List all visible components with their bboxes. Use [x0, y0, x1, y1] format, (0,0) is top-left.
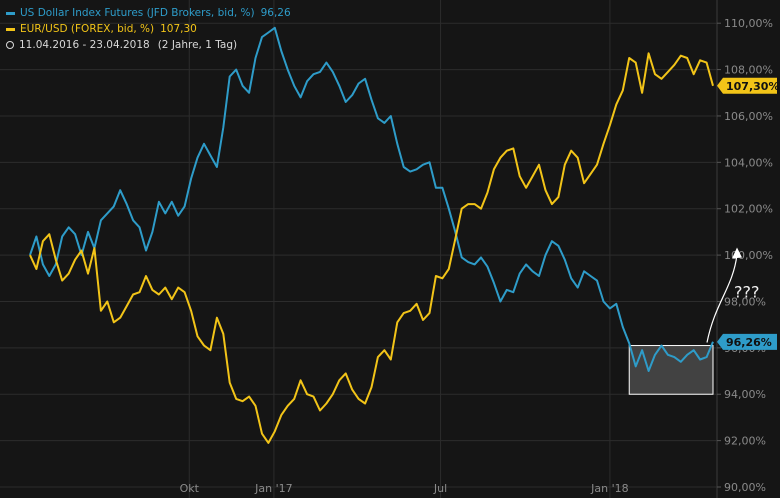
badge-usd: [717, 333, 777, 350]
legend: US Dollar Index Futures (JFD Brokers, bi…: [6, 5, 291, 53]
legend-item-eur[interactable]: EUR/USD (FOREX, bid, %) 107,30: [6, 21, 291, 37]
legend-eur-label: EUR/USD (FOREX, bid, %): [20, 23, 155, 35]
x-axis-ticks: Okt Jan '17 Jul Jan '18: [180, 482, 629, 495]
annotation-arrow-line: [706, 254, 738, 343]
grid-lines: [0, 0, 717, 498]
legend-usd-value: 96,26: [260, 7, 291, 19]
x-tick-label: Jul: [433, 482, 447, 495]
legend-item-usd[interactable]: US Dollar Index Futures (JFD Brokers, bi…: [6, 5, 291, 21]
y-tick-label: 94,00%: [724, 388, 766, 401]
y-axis-ticks: 90,00%92,00%94,00%96,00%98,00%100,00%102…: [717, 17, 773, 494]
x-tick-label: Jan '17: [254, 482, 292, 495]
eur-swatch-icon: [6, 27, 15, 31]
y-tick-label: 108,00%: [724, 64, 773, 77]
last-value-badges: 96,26% 107,30%: [717, 77, 779, 350]
y-tick-label: 106,00%: [724, 110, 773, 123]
y-tick-label: 102,00%: [724, 203, 773, 216]
y-tick-label: 92,00%: [724, 435, 766, 448]
badge-eur-text: 107,30%: [726, 80, 779, 93]
y-tick-label: 100,00%: [724, 249, 773, 262]
legend-usd-label: US Dollar Index Futures (JFD Brokers, bi…: [20, 7, 255, 19]
y-tick-label: 110,00%: [724, 17, 773, 30]
clock-icon: [6, 41, 14, 49]
period-duration: (2 Jahre, 1 Tag): [157, 39, 238, 51]
annotation-text: ???: [734, 283, 759, 302]
series-line-eur: [29, 52, 714, 444]
badge-usd-text: 96,26%: [726, 336, 772, 349]
series-line-usd: [29, 26, 714, 372]
y-tick-label: 90,00%: [724, 481, 766, 494]
series-layer: [29, 26, 714, 444]
x-tick-label: Jan '18: [590, 482, 628, 495]
badge-eur: [717, 77, 777, 94]
annotation-arrow-layer: ???: [706, 247, 759, 343]
legend-eur-value: 107,30: [160, 23, 197, 35]
usd-swatch-icon: [6, 11, 15, 15]
y-tick-label: 98,00%: [724, 295, 766, 308]
annotation-arrow-head-icon: [732, 247, 742, 259]
period-range: 11.04.2016 - 23.04.2018: [19, 39, 150, 51]
x-tick-label: Okt: [180, 482, 200, 495]
y-tick-label: 104,00%: [724, 156, 773, 169]
legend-period: 11.04.2016 - 23.04.2018 (2 Jahre, 1 Tag): [6, 37, 291, 53]
